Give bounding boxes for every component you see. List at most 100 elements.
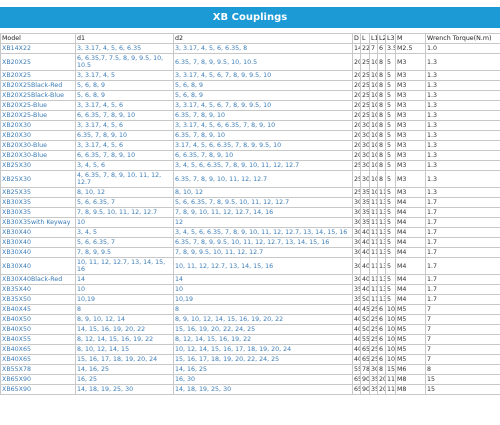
table-cell: 8, 10, 12: [173, 187, 353, 198]
table-cell: 40: [352, 344, 361, 355]
table-cell: 13: [377, 274, 386, 285]
table-cell: 3, 3.17, 4, 5, 6, 7, 8, 9, 9.5, 10: [173, 70, 353, 81]
table-cell: 13: [377, 227, 386, 238]
table-cell: 7: [425, 304, 500, 315]
table-cell: 11: [369, 197, 378, 208]
table-cell: 45: [360, 304, 370, 315]
table-cell: 7, 8, 9.5, 10, 11, 12, 12.7: [75, 207, 174, 218]
table-cell: 65: [352, 384, 361, 395]
table-cell: M3: [395, 140, 426, 151]
table-cell: 40: [360, 247, 370, 258]
table-cell: 10: [75, 217, 174, 228]
table-cell: 1.3: [425, 80, 500, 91]
table-cell: 11: [385, 374, 396, 385]
column-header: d2: [173, 33, 353, 44]
table-cell: 4, 6.35, 7, 8, 9, 10, 11, 12, 12.7: [75, 170, 174, 188]
table-cell: M5: [395, 354, 426, 365]
table-cell: M4: [395, 237, 426, 248]
table-cell: 3, 3.17, 4, 5, 6: [75, 120, 174, 131]
table-cell: 1.0: [425, 43, 500, 54]
table-cell: 5: [385, 160, 396, 171]
table-cell: 10: [369, 53, 378, 71]
table-cell: 8, 10, 12, 14, 15: [75, 344, 174, 355]
table-cell: 5, 6, 8, 9: [173, 80, 353, 91]
table-cell: 10,19: [173, 294, 353, 305]
table-cell: 25: [360, 90, 370, 101]
table-cell: 6, 6.35, 7, 8, 9, 10: [75, 150, 174, 161]
table-cell: 30: [360, 140, 370, 151]
table-cell: 8: [377, 70, 386, 81]
table-cell: M3: [395, 110, 426, 121]
table-cell: M8: [395, 374, 426, 385]
table-row: XB40X50 14, 15, 16, 19, 20, 22 15, 16, 19,…: [0, 324, 500, 335]
table-row: XB14X22 3, 3.17, 4, 5, 6, 6.35 3, 3.17, 4,…: [0, 43, 500, 54]
table-cell: M3: [395, 120, 426, 131]
table-cell: 13: [377, 207, 386, 218]
column-header: L1: [369, 33, 378, 44]
table-cell: 5: [385, 140, 396, 151]
table-cell: 6, 6.35, 7, 8, 9, 10: [173, 150, 353, 161]
table-cell: M3: [395, 130, 426, 141]
column-header: Model: [0, 33, 76, 44]
table-cell: 20: [352, 120, 361, 131]
table-cell: 5: [385, 130, 396, 141]
table-cell: 40: [352, 304, 361, 315]
table-cell: 6.35, 7, 8, 9, 9.5, 10, 11, 12, 12.7, 13…: [173, 237, 353, 248]
table-cell: 30: [360, 170, 370, 188]
table-cell: 5: [385, 53, 396, 71]
table-cell: XB25X30: [0, 170, 76, 188]
table-cell: 6: [377, 314, 386, 325]
table-cell: 30: [360, 150, 370, 161]
table-cell: 10: [369, 100, 378, 111]
table-cell: 15: [425, 374, 500, 385]
table-row: XB40X50 8, 9, 10, 12, 14 8, 9, 10, 12, 14,…: [0, 314, 500, 325]
table-cell: M5: [395, 334, 426, 345]
table-cell: 13: [377, 257, 386, 275]
table-cell: 10, 11, 12, 12.7, 13, 14, 15, 16: [75, 257, 174, 275]
table-cell: XB20X25Black-Red: [0, 80, 76, 91]
table-cell: 20: [352, 130, 361, 141]
table-cell: 10: [369, 187, 378, 198]
table-cell: 1.3: [425, 140, 500, 151]
table-cell: 13: [377, 284, 386, 295]
table-cell: 5: [385, 274, 396, 285]
table-cell: 1.7: [425, 284, 500, 295]
table-cell: 8: [377, 100, 386, 111]
table-cell: XB14X22: [0, 43, 76, 54]
table-cell: XB20X30-Blue: [0, 150, 76, 161]
table-cell: 10, 11, 12, 12.7, 13, 14, 15, 16: [173, 257, 353, 275]
table-cell: 25: [360, 110, 370, 121]
table-cell: XB25X35: [0, 187, 76, 198]
table-cell: M5: [395, 324, 426, 335]
table-cell: 1.3: [425, 100, 500, 111]
table-cell: 10: [385, 304, 396, 315]
table-cell: 5: [385, 284, 396, 295]
column-header: L3: [385, 33, 396, 44]
table-cell: 16, 30: [173, 374, 353, 385]
table-cell: M4: [395, 247, 426, 258]
table-cell: XB20X30: [0, 130, 76, 141]
table-cell: 35: [360, 217, 370, 228]
table-cell: 7, 8, 9, 9.5, 10, 11, 12, 12.7: [173, 247, 353, 258]
table-cell: 1.3: [425, 187, 500, 198]
table-cell: 20: [352, 70, 361, 81]
table-row: XB30X40 7, 8, 9, 9.5 7, 8, 9, 9.5, 10, 11,…: [0, 247, 500, 258]
table-cell: XB40X65: [0, 344, 76, 355]
table-cell: 7, 8, 9, 10, 11, 12, 12.7, 14, 16: [173, 207, 353, 218]
table-row: XB20X25 6, 6.35,7, 7.5, 8, 9, 9.5, 10, 10…: [0, 53, 500, 71]
table-row: XB40X65 15, 16, 17, 18, 19, 20, 24 15, 16,…: [0, 354, 500, 365]
table-cell: 10: [369, 140, 378, 151]
table-cell: 11: [369, 247, 378, 258]
table-cell: M4: [395, 227, 426, 238]
table-cell: 3, 3.17, 4, 5, 6, 6.35, 7, 8, 9, 10: [173, 120, 353, 131]
table-cell: 11: [369, 227, 378, 238]
table-cell: 5: [385, 294, 396, 305]
table-cell: 6: [377, 324, 386, 335]
table-cell: 6.35, 7, 8, 9, 10: [173, 130, 353, 141]
title-bar: XB Couplings: [0, 7, 500, 28]
header-row: Modeld1d2DLL1L2L3MWrench Torque(N.m): [0, 33, 500, 44]
table-cell: 3, 4, 5, 6, 6.35, 7, 8, 9, 10, 11, 12, 1…: [173, 227, 353, 238]
table-cell: M3: [395, 80, 426, 91]
table-row: XB20X25 3, 3.17, 4, 5 3, 3.17, 4, 5, 6, 7,…: [0, 70, 500, 81]
table-cell: 40: [360, 227, 370, 238]
